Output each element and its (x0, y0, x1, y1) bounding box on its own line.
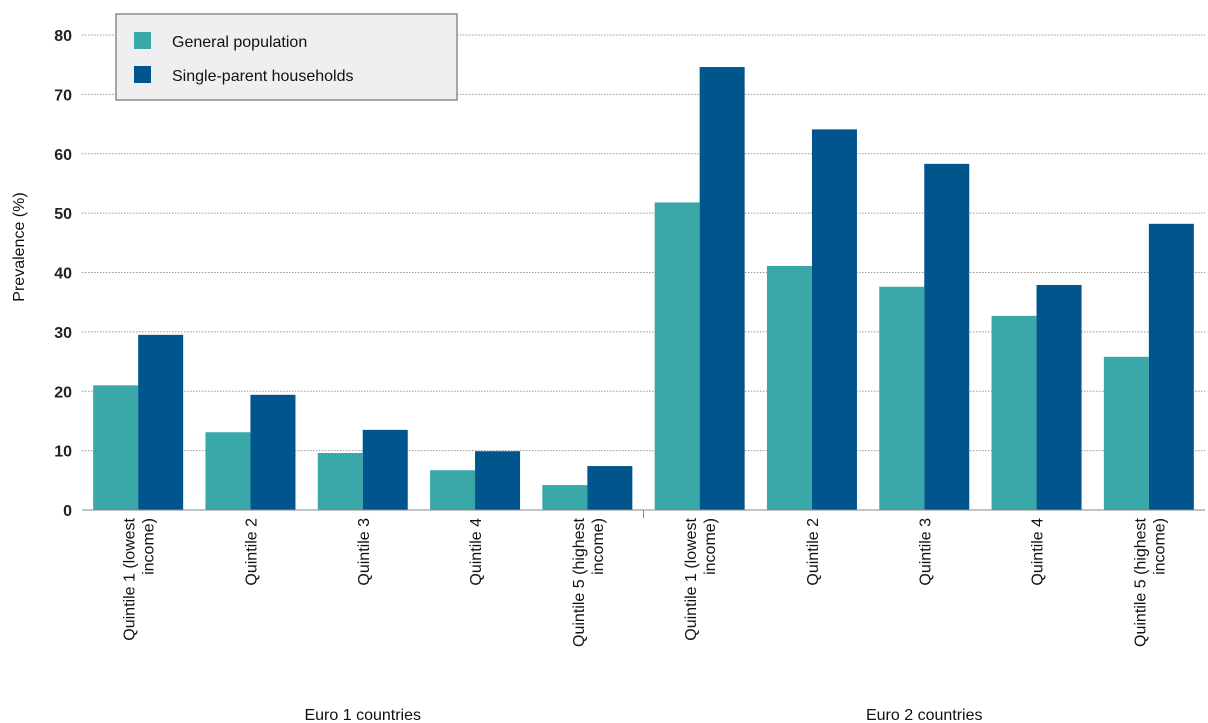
bar-single-parent-households (362, 429, 408, 510)
y-tick-labels: 0 10 20 30 40 50 60 70 80 (54, 28, 72, 520)
bar-single-parent-households (811, 129, 857, 510)
x-tick-label: Quintile 2 (805, 518, 822, 586)
y-tick-label: 50 (54, 206, 72, 223)
bar-single-parent-households (475, 451, 521, 510)
legend-entry: General population (172, 34, 307, 51)
bar-general-population (542, 485, 588, 510)
bar-general-population (317, 453, 363, 510)
x-tick-label: income) (702, 518, 719, 575)
bar-general-population (991, 315, 1037, 510)
x-tick-label: income) (141, 518, 158, 575)
legend-box (115, 13, 458, 101)
y-tick-label: 0 (63, 503, 72, 520)
bar-general-population (93, 385, 139, 510)
y-axis-label: Prevalence (%) (11, 192, 28, 301)
group-label: Euro 2 countries (866, 707, 983, 723)
x-tick-label: Quintile 4 (1030, 518, 1047, 586)
bar-general-population (205, 432, 251, 510)
bar-single-parent-households (1148, 223, 1194, 510)
bar-general-population (766, 265, 812, 510)
bars (93, 67, 1194, 510)
bar-single-parent-households (924, 163, 970, 510)
bar-single-parent-households (699, 67, 745, 510)
x-tick-label: Quintile 4 (468, 518, 485, 586)
x-tick-label: Quintile 5 (highest (1132, 517, 1149, 647)
y-tick-label: 10 (54, 444, 72, 461)
group-label: Euro 1 countries (304, 707, 421, 723)
y-tick-label: 40 (54, 266, 72, 283)
y-tick-label: 30 (54, 325, 72, 342)
x-tick-label: income) (590, 518, 607, 575)
bar-single-parent-households (250, 394, 296, 510)
x-tick-label: Quintile 1 (lowest (683, 517, 700, 640)
x-tick-label: Quintile 1 (lowest (122, 517, 139, 640)
bar-general-population (879, 286, 925, 510)
legend-swatch (134, 32, 151, 49)
y-tick-label: 70 (54, 87, 72, 104)
bar-general-population (430, 470, 476, 510)
y-tick-label: 20 (54, 384, 72, 401)
bar-single-parent-households (1036, 284, 1082, 510)
x-tick-label: income) (1151, 518, 1168, 575)
legend: General population Single-parent househol… (115, 13, 458, 101)
x-tick-label: Quintile 3 (917, 518, 934, 586)
x-tick-labels: Quintile 1 (lowest income) Quintile 2 Quint… (122, 517, 1169, 723)
bar-general-population (654, 202, 700, 510)
x-tick-label: Quintile 3 (356, 518, 373, 586)
legend-entry: Single-parent households (172, 68, 353, 85)
axes (82, 509, 1205, 518)
y-tick-label: 60 (54, 147, 72, 164)
bar-single-parent-households (138, 334, 184, 510)
legend-swatch (134, 66, 151, 83)
bar-general-population (1103, 356, 1149, 510)
y-tick-label: 80 (54, 28, 72, 45)
bar-single-parent-households (587, 466, 633, 510)
x-tick-label: Quintile 5 (highest (571, 517, 588, 647)
x-tick-label: Quintile 2 (243, 518, 260, 586)
